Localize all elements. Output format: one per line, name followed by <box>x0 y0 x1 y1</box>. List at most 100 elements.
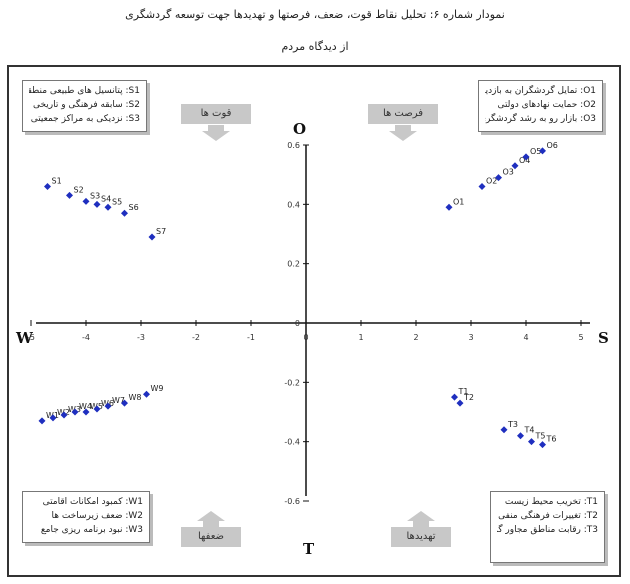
data-point <box>148 233 156 241</box>
chart-subtitle: از دیدگاه مردم <box>281 40 349 53</box>
x-tick-label: 5 <box>578 333 583 342</box>
legend-item: W1: کمبود امکانات اقامتی <box>42 497 143 507</box>
data-point <box>539 441 546 449</box>
legend-item: O1: تمایل گردشگران به بازدید <box>485 86 596 96</box>
point-label: W8 <box>129 393 142 402</box>
point-label: S6 <box>129 203 139 212</box>
data-point <box>495 174 502 182</box>
data-point <box>93 405 101 413</box>
point-label: T4 <box>524 426 535 435</box>
up-arrow-icon <box>197 511 225 527</box>
point-label: S1 <box>52 177 62 186</box>
legend-item: W3: نبود برنامه ریزی جامع <box>40 525 143 535</box>
x-tick-label: -2 <box>192 333 200 342</box>
chart-frame <box>7 65 621 577</box>
strengths-header: قوت ها <box>181 104 251 124</box>
down-arrow-icon <box>202 125 230 141</box>
x-tick-label: 4 <box>523 333 528 342</box>
threats-legend: T1: تخریب محیط زیست T2: تغییرات فرهنگی م… <box>490 491 605 563</box>
threats-header: تهدیدها <box>391 527 451 547</box>
legend-item: W2: ضعف زیرساخت ها <box>51 511 143 521</box>
weaknesses-legend: W1: کمبود امکانات اقامتی W2: ضعف زیرساخت… <box>22 491 150 543</box>
data-point <box>456 399 464 407</box>
data-point <box>93 200 101 208</box>
data-point <box>511 162 519 170</box>
legend-item: O2: حمایت نهادهای دولتی <box>497 100 596 110</box>
point-label: O5 <box>530 147 541 156</box>
x-tick-label: -4 <box>82 333 90 342</box>
point-label: W7 <box>112 396 125 405</box>
legend-item: S1: پتانسیل های طبیعی منطقه <box>29 86 140 96</box>
point-label: T6 <box>546 435 557 444</box>
y-tick-label: 0 <box>295 319 300 328</box>
y-tick-label: 0.6 <box>287 141 300 150</box>
x-tick-label: 3 <box>468 333 473 342</box>
down-arrow-icon <box>389 125 417 141</box>
data-point <box>38 417 46 425</box>
x-tick-label: 2 <box>413 333 418 342</box>
data-point <box>44 183 51 191</box>
data-point <box>60 411 68 419</box>
data-point <box>104 203 112 211</box>
point-label: W4 <box>79 402 92 411</box>
axis-letter-w: W <box>16 329 33 347</box>
axis-letter-t: T <box>303 540 315 558</box>
data-point <box>451 393 458 401</box>
x-tick-label: -3 <box>137 333 145 342</box>
x-tick-label: -5 <box>27 333 35 342</box>
data-point <box>478 183 486 191</box>
data-point <box>517 432 524 440</box>
legend-item: O3: بازار رو به رشد گردشگری <box>485 114 596 124</box>
point-label: T3 <box>507 420 518 429</box>
y-tick-label: -0.2 <box>284 378 300 387</box>
legend-item: T3: رقابت مناطق مجاور گردشگری <box>497 525 598 535</box>
strengths-legend: S1: پتانسیل های طبیعی منطقه S2: سابقه فر… <box>22 80 147 132</box>
data-point <box>445 203 453 211</box>
y-tick-label: 0.4 <box>287 200 300 209</box>
point-label: O3 <box>503 168 514 177</box>
data-point <box>500 426 508 434</box>
point-label: O2 <box>486 177 497 186</box>
point-label: W9 <box>151 384 164 393</box>
data-point <box>66 191 73 199</box>
data-point <box>121 399 128 407</box>
y-tick-label: -0.4 <box>284 438 300 447</box>
data-point <box>143 390 150 398</box>
axis-letter-s: S <box>598 329 609 347</box>
point-label: S7 <box>156 227 166 236</box>
axis-letter-o: O <box>293 120 307 138</box>
point-label: O6 <box>547 141 558 150</box>
up-arrow-icon <box>407 511 435 527</box>
weaknesses-header: ضعفها <box>181 527 241 547</box>
point-label: T1 <box>458 387 469 396</box>
point-label: S5 <box>112 197 122 206</box>
data-point <box>121 209 128 217</box>
data-point <box>71 408 79 416</box>
chart-title: نمودار شماره ۶: تحلیل نقاط قوت، ضعف، فرص… <box>125 8 505 21</box>
data-point <box>82 197 90 205</box>
legend-item: S3: نزدیکی به مراکز جمعیتی <box>30 114 140 124</box>
y-tick-label: 0.2 <box>287 260 300 269</box>
legend-item: S2: سابقه فرهنگی و تاریخی <box>32 100 140 110</box>
point-label: T2 <box>463 393 474 402</box>
data-point <box>522 153 530 161</box>
x-tick-label: 1 <box>358 333 363 342</box>
data-point <box>528 438 535 446</box>
legend-item: T2: تغییرات فرهنگی منفی <box>498 511 598 521</box>
point-label: S2 <box>74 185 84 194</box>
opportunities-legend: O1: تمایل گردشگران به بازدید O2: حمایت ن… <box>478 80 603 132</box>
x-tick-label: -1 <box>247 333 255 342</box>
point-label: S4 <box>101 194 111 203</box>
point-label: T5 <box>535 432 546 441</box>
data-point <box>82 408 90 416</box>
opportunities-header: فرصت ها <box>368 104 438 124</box>
point-label: O1 <box>453 197 464 206</box>
x-tick-label: 0 <box>303 333 308 342</box>
point-label: S3 <box>90 191 100 200</box>
data-point <box>104 402 112 410</box>
point-label: O4 <box>519 156 530 165</box>
legend-item: T1: تخریب محیط زیست <box>504 497 598 507</box>
data-point <box>49 414 57 422</box>
y-tick-label: -0.6 <box>284 497 300 506</box>
